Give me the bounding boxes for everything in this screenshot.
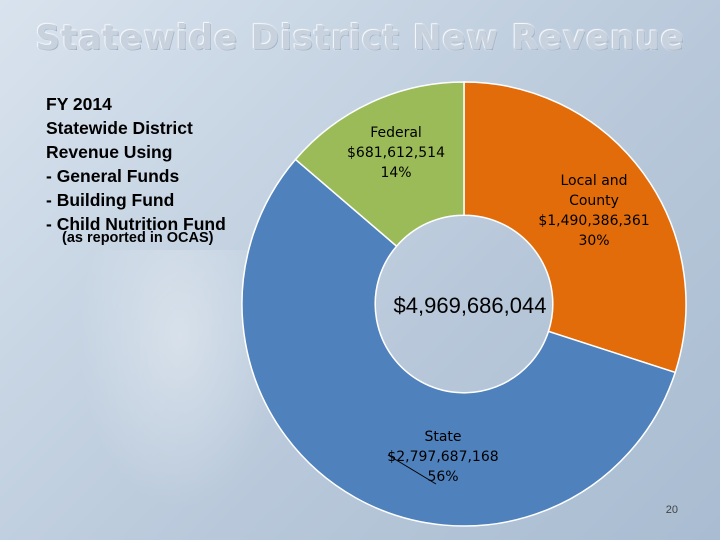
- label-leader-line: [387, 454, 437, 485]
- donut-slice-label: Local and: [560, 173, 627, 189]
- description-line: FY 2014: [46, 94, 112, 114]
- description-line: - Building Fund: [46, 190, 175, 210]
- donut-slice-label: State: [424, 429, 461, 445]
- source-note: (as reported in OCAS): [62, 230, 214, 246]
- slide-title: Statewide District New Revenue: [35, 18, 685, 58]
- donut-slice-label: Federal: [370, 125, 422, 141]
- page-number: 20: [665, 504, 678, 516]
- donut-slice-label: $1,490,386,361: [538, 213, 649, 229]
- donut-slice-label: $681,612,514: [347, 145, 445, 161]
- donut-slice-label: 56%: [427, 469, 458, 485]
- description-block: FY 2014 Statewide District Revenue Using…: [46, 92, 286, 236]
- donut-slice-label: 30%: [578, 233, 609, 249]
- description-line: Statewide District: [46, 118, 193, 138]
- donut-slices: [241, 81, 687, 527]
- donut-slice-label: County: [569, 193, 619, 209]
- donut-center-label: $4,969,686,044: [394, 293, 547, 318]
- description-line: Revenue Using: [46, 142, 173, 162]
- donut-slice-local-and-county: [463, 81, 687, 374]
- description-line: - Child Nutrition Fund: [46, 214, 226, 234]
- description-line: - General Funds: [46, 166, 180, 186]
- donut-labels: Local and County $1,490,386,361 30% State $2,…: [347, 125, 650, 485]
- donut-slice-federal: [294, 81, 465, 248]
- donut-slice-label: 14%: [380, 165, 411, 181]
- donut-slice-label: $2,797,687,168: [387, 449, 498, 465]
- donut-slice-state: [241, 158, 677, 527]
